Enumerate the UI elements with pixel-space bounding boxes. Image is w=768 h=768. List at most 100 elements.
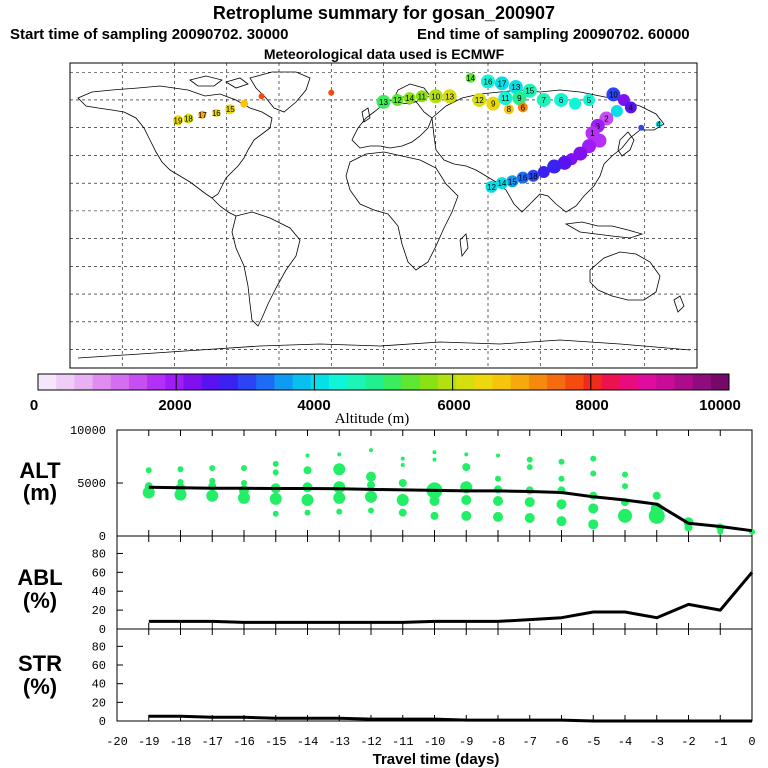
alt-point [556, 516, 567, 527]
trajectory-marker-label: 15 [508, 177, 517, 186]
colorbar-swatch [201, 374, 221, 390]
xtick-label: -5 [586, 735, 600, 749]
colorbar-swatch [56, 374, 75, 390]
trajectory-marker [472, 92, 487, 107]
colorbar-swatch [165, 374, 184, 390]
start-time-label: Start time of sampling 20090702. 30000 [10, 26, 289, 43]
colorbar-swatch [274, 374, 293, 390]
colorbar-swatch [147, 374, 166, 390]
str-ylabel-bottom: (%) [23, 674, 57, 699]
end-time-label: End time of sampling 20090702. 60000 [417, 26, 690, 43]
colorbar-tick-labels: 0 2000 4000 6000 8000 10000 Altitude (m) [30, 397, 741, 427]
alt-point [272, 460, 279, 467]
trajectory-marker [240, 99, 249, 108]
xtick-label: -12 [360, 735, 382, 749]
alt-point [526, 456, 533, 463]
colorbar-swatch [528, 374, 548, 390]
colorbar-swatch [438, 374, 457, 390]
cb-tick-8000: 8000 [575, 397, 608, 414]
alt-point [558, 458, 565, 465]
alt-ylabel-top: ALT [19, 458, 61, 483]
cb-tick-10000: 10000 [699, 397, 741, 414]
trajectory-marker [610, 105, 623, 118]
alt-point [430, 511, 439, 520]
alt-point [400, 462, 405, 467]
coast-arctic-islands [189, 75, 249, 89]
trajectory-marker [495, 177, 508, 190]
trajectory-marker [415, 90, 428, 103]
trajectory-marker [506, 175, 519, 188]
trajectory-marker-label: 4 [656, 120, 661, 129]
alt-point [272, 510, 279, 517]
alt-point [241, 465, 247, 472]
xtick-label: -19 [138, 735, 160, 749]
trajectory-marker-label: 12 [487, 183, 496, 192]
altitude-colorbar [37, 373, 730, 391]
trajectory-marker [536, 92, 551, 107]
alt-point [333, 491, 346, 504]
alt-median-line [148, 485, 753, 533]
coast-new-zealand [673, 295, 685, 313]
alt-point [238, 491, 250, 504]
str-ytick-label: 60 [92, 659, 106, 673]
abl-ylabel-bottom: (%) [23, 588, 57, 613]
xtick-label: -18 [170, 735, 192, 749]
alt-point [717, 528, 724, 535]
trajectory-marker [522, 83, 537, 98]
trajectory-marker [512, 91, 527, 106]
alt-point [366, 471, 376, 482]
trajectory-marker-label: 3 [595, 122, 600, 131]
panel-ticks [117, 429, 721, 722]
trajectory-marker-label: 16 [518, 174, 527, 183]
trajectory-marker-label: 4 [629, 103, 634, 112]
trajectory-marker-label: 5 [587, 96, 592, 105]
trajectory-marker-label: 15 [226, 105, 235, 114]
colorbar-swatch [638, 374, 657, 390]
coast-australia [589, 251, 661, 301]
trajectory-marker-label: 6 [559, 96, 564, 105]
alt-point [367, 481, 375, 490]
coast-south-america [231, 211, 301, 327]
alt-point [524, 512, 535, 523]
trajectory-marker [481, 74, 495, 89]
colorbar-swatch [656, 374, 675, 390]
abl-panel-frame [116, 535, 753, 630]
alt-point [177, 478, 184, 485]
alt-point [526, 464, 533, 471]
colorbar-frame [37, 373, 730, 391]
trajectory-marker [328, 89, 335, 96]
colorbar-swatch [92, 374, 112, 390]
alt-point [305, 453, 310, 458]
trajectory-marker [442, 89, 457, 104]
alt-point [365, 490, 377, 503]
coast-antarctica [77, 339, 691, 359]
xtick-label: -11 [392, 735, 414, 749]
alt-point [396, 493, 409, 506]
coast-japan [617, 131, 635, 157]
str-line [148, 714, 752, 723]
xtick-label: -1 [713, 735, 727, 749]
chart-title: Retroplume summary for gosan_200907 [212, 3, 556, 23]
trajectory-marker [391, 93, 404, 106]
trajectory-marker-label: 17 [198, 111, 207, 120]
alt-ylabel-bottom: (m) [23, 480, 57, 505]
trajectory-marker [516, 171, 529, 184]
cb-tick-6000: 6000 [437, 397, 470, 414]
colorbar-swatch [219, 374, 239, 390]
coast-africa [345, 151, 459, 271]
alt-ytick-labels: 0 5000 10000 [70, 424, 106, 544]
alt-point [174, 488, 187, 501]
alt-point [590, 470, 597, 477]
xtick-label: -16 [233, 735, 255, 749]
abl-ytick-label: 40 [92, 585, 106, 599]
alt-point [464, 452, 469, 457]
trajectory-marker [592, 133, 607, 148]
alt-point [652, 491, 661, 500]
alt-point [206, 489, 219, 502]
trajectory-marker-label: 12 [475, 96, 484, 105]
colorbar-swatch [692, 374, 712, 390]
alt-point [368, 507, 374, 514]
coast-north-america [77, 85, 273, 199]
xtick-label: -6 [554, 735, 568, 749]
trajectory-marker [554, 92, 569, 107]
